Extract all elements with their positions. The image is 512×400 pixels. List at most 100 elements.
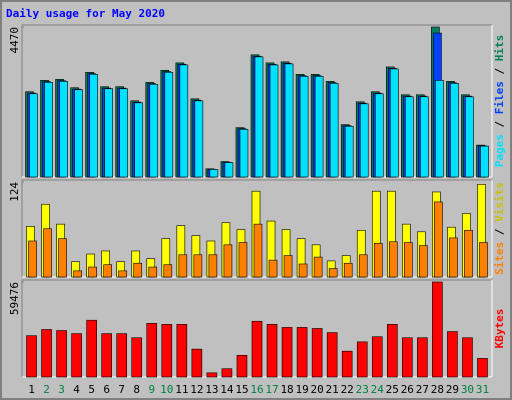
bar xyxy=(311,328,323,378)
x-tick-label: 1 xyxy=(28,383,35,396)
bar xyxy=(59,81,68,178)
y-max-label: 4470 xyxy=(8,27,21,54)
bar xyxy=(314,76,324,178)
bar xyxy=(298,263,308,278)
bar xyxy=(29,93,38,178)
bar xyxy=(419,245,428,278)
bar xyxy=(103,264,112,278)
x-tick-label: 20 xyxy=(311,383,324,396)
bar xyxy=(283,255,293,278)
bar xyxy=(176,324,188,378)
bar xyxy=(73,270,82,278)
bar xyxy=(118,270,128,278)
bar xyxy=(356,341,368,378)
bar xyxy=(163,264,173,278)
bar xyxy=(449,237,458,278)
bar xyxy=(432,281,443,378)
bar xyxy=(435,80,444,178)
bar xyxy=(44,82,53,178)
bar xyxy=(462,337,473,378)
bar xyxy=(465,96,474,178)
bar xyxy=(149,84,159,178)
bar xyxy=(131,337,143,378)
bar xyxy=(404,242,413,278)
bar xyxy=(464,229,473,278)
bar xyxy=(343,262,353,278)
x-tick-label: 4 xyxy=(73,383,80,396)
bar xyxy=(161,324,173,378)
bar xyxy=(104,88,113,178)
x-tick-label: 24 xyxy=(371,383,385,396)
x-tick-label: 18 xyxy=(280,383,293,396)
bar xyxy=(269,64,279,178)
bar xyxy=(191,348,203,378)
legend-separator: / xyxy=(493,114,506,134)
bar xyxy=(371,336,383,378)
bar xyxy=(101,333,112,378)
bar xyxy=(164,72,174,178)
bar xyxy=(374,93,384,178)
bar xyxy=(479,242,488,278)
bar xyxy=(56,330,67,378)
bar xyxy=(386,324,398,378)
bar xyxy=(178,254,188,278)
legend-entry: Pages xyxy=(493,134,506,167)
bar xyxy=(223,244,233,278)
x-tick-label: 3 xyxy=(58,383,65,396)
y-max-label: 124 xyxy=(8,182,21,202)
bar xyxy=(86,319,97,378)
bar xyxy=(236,355,248,378)
x-tick-label: 22 xyxy=(341,383,354,396)
x-tick-label: 21 xyxy=(326,383,339,396)
x-tick-label: 10 xyxy=(160,383,173,396)
legend: Sites / Visits xyxy=(493,182,506,275)
bar xyxy=(447,331,458,378)
bar xyxy=(313,256,323,278)
bar xyxy=(281,327,293,378)
bar xyxy=(133,262,143,278)
bar xyxy=(239,129,249,178)
bar xyxy=(41,329,52,378)
legend-entry: Files xyxy=(493,81,506,114)
bar xyxy=(480,145,489,178)
bar xyxy=(417,337,428,378)
x-tick-label: 29 xyxy=(446,383,459,396)
bar xyxy=(402,337,413,378)
bar xyxy=(89,74,98,178)
bar xyxy=(434,201,443,278)
bar xyxy=(194,100,204,178)
bar xyxy=(388,241,398,278)
bar xyxy=(43,228,52,278)
bar xyxy=(209,169,219,178)
x-tick-label: 8 xyxy=(133,383,140,396)
bar xyxy=(328,268,338,278)
bar xyxy=(146,322,158,378)
legend-separator: / xyxy=(493,222,506,242)
bar xyxy=(253,223,263,278)
x-tick-label: 19 xyxy=(295,383,308,396)
bar xyxy=(116,333,128,378)
x-tick-label: 13 xyxy=(205,383,218,396)
bar xyxy=(450,83,459,178)
legend-entry: KBytes xyxy=(493,309,506,349)
bar xyxy=(344,126,354,178)
bar xyxy=(26,335,37,378)
bar xyxy=(296,327,308,378)
x-tick-label: 26 xyxy=(401,383,414,396)
x-tick-label: 5 xyxy=(88,383,95,396)
bar xyxy=(88,266,97,278)
bar xyxy=(193,254,203,278)
x-tick-label: 30 xyxy=(461,383,474,396)
bar xyxy=(224,162,234,178)
bar xyxy=(326,332,338,378)
legend-entry: Hits xyxy=(493,35,506,62)
x-tick-label: 31 xyxy=(476,383,489,396)
x-tick-label: 17 xyxy=(265,383,278,396)
x-tick-label: 14 xyxy=(220,383,234,396)
x-tick-label: 11 xyxy=(175,383,188,396)
x-tick-label: 27 xyxy=(416,383,429,396)
bar xyxy=(134,102,144,178)
x-tick-label: 28 xyxy=(431,383,444,396)
